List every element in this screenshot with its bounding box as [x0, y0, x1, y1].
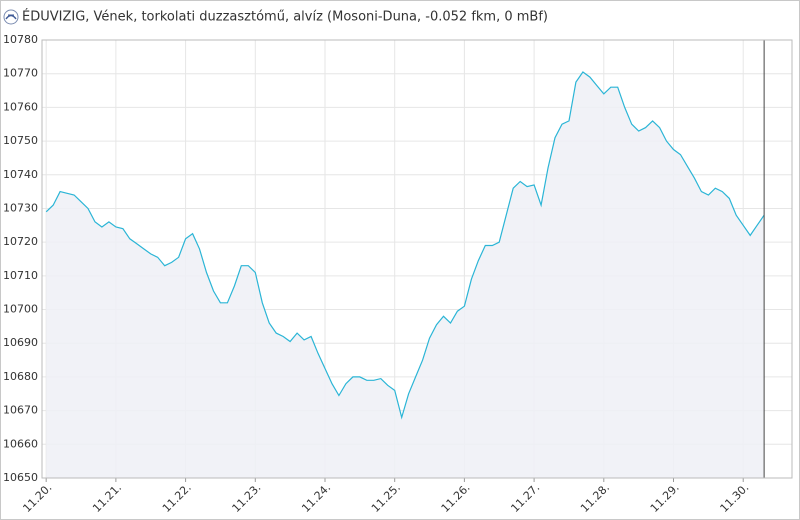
chart-title: ÉDUVIZIG, Vének, torkolati duzzasztómű, …	[22, 9, 548, 25]
plot-border	[41, 39, 793, 479]
y-tick-label: 10720	[3, 235, 38, 248]
y-tick-label: 10690	[3, 336, 38, 349]
y-tick-label: 10780	[3, 33, 38, 46]
y-tick-label: 10650	[3, 471, 38, 484]
y-tick-label: 10730	[3, 201, 38, 214]
y-tick-label: 10750	[3, 134, 38, 147]
y-tick-label: 10680	[3, 370, 38, 383]
y-tick-label: 10760	[3, 100, 38, 113]
y-tick-label: 10700	[3, 303, 38, 316]
logo	[3, 9, 19, 25]
y-tick-label: 10770	[3, 67, 38, 80]
y-tick-label: 10710	[3, 269, 38, 282]
y-tick-label: 10660	[3, 437, 38, 450]
area	[46, 72, 765, 478]
y-tick-label: 10670	[3, 404, 38, 417]
line	[45, 71, 765, 420]
y-tick-label: 10740	[3, 168, 38, 181]
